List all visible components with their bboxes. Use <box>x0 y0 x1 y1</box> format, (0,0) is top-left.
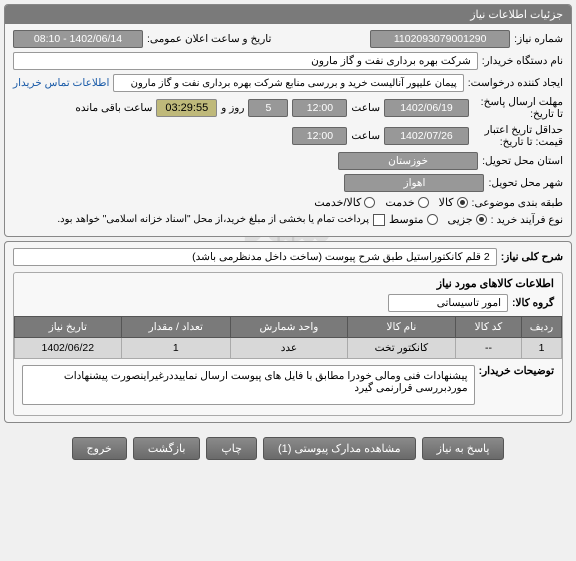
respond-button[interactable]: پاسخ به نیاز <box>422 437 505 460</box>
announce-label: تاریخ و ساعت اعلان عمومی: <box>147 33 271 45</box>
radio-kala[interactable]: کالا <box>439 196 468 209</box>
saat-label-2: ساعت <box>351 130 380 142</box>
radio-dot-icon <box>427 214 438 225</box>
validity-time: 12:00 <box>292 127 347 145</box>
payment-note: پرداخت تمام یا بخشی از مبلغ خرید،از محل … <box>57 214 369 225</box>
buyer-label: نام دستگاه خریدار: <box>482 55 563 67</box>
radio-khedmat[interactable]: خدمت <box>385 196 428 209</box>
table-header-row: ردیف کد کالا نام کالا واحد شمارش تعداد /… <box>15 317 562 338</box>
radio-kala-khedmat[interactable]: کالا/خدمت <box>314 196 375 209</box>
category-radio-group: کالا خدمت کالا/خدمت <box>314 196 467 209</box>
cell-code: -- <box>455 338 521 359</box>
need-number-label: شماره نیاز: <box>514 33 563 45</box>
back-button[interactable]: بازگشت <box>133 437 201 460</box>
deadline-date: 1402/06/19 <box>384 99 469 117</box>
col-code: کد کالا <box>455 317 521 338</box>
desc-value: 2 قلم کانکتوراستیل طبق شرح پیوست (ساخت د… <box>13 248 497 266</box>
col-name: نام کالا <box>347 317 455 338</box>
process-label: نوع فرآیند خرید : <box>491 214 563 226</box>
cell-date: 1402/06/22 <box>15 338 122 359</box>
validity-date: 1402/07/26 <box>384 127 469 145</box>
city-value: اهواز <box>344 174 484 192</box>
city-label: شهر محل تحویل: <box>488 177 563 189</box>
cell-qty: 1 <box>121 338 230 359</box>
cell-name: کانکتور تخت <box>347 338 455 359</box>
table-row[interactable]: 1 -- کانکتور تخت عدد 1 1402/06/22 <box>15 338 562 359</box>
col-row: ردیف <box>522 317 562 338</box>
items-table: ردیف کد کالا نام کالا واحد شمارش تعداد /… <box>14 316 562 359</box>
print-button[interactable]: چاپ <box>206 437 257 460</box>
radio-motevaset[interactable]: متوسط <box>389 213 438 226</box>
items-title: اطلاعات کالاهای مورد نیاز <box>14 273 562 294</box>
timer-value: 03:29:55 <box>156 99 217 117</box>
payment-checkbox[interactable] <box>373 214 385 226</box>
items-sub-panel: اطلاعات کالاهای مورد نیاز گروه کالا: امو… <box>13 272 563 416</box>
col-date: تاریخ نیاز <box>15 317 122 338</box>
col-qty: تعداد / مقدار <box>121 317 230 338</box>
deadline-label: مهلت ارسال پاسخ: تا تاریخ: <box>473 96 563 120</box>
radio-dot-icon <box>364 197 375 208</box>
contact-link[interactable]: اطلاعات تماس خریدار <box>13 77 109 89</box>
attachments-button[interactable]: مشاهده مدارک پیوستی (1) <box>263 437 416 460</box>
panel-header: جزئیات اطلاعات نیاز <box>5 5 571 24</box>
need-items-panel: شرح کلی نیاز: 2 قلم کانکتوراستیل طبق شرح… <box>4 241 572 423</box>
category-label: طبقه بندی موضوعی: <box>472 197 563 209</box>
buyer-notes-value: پیشنهادات فنی ومالی خودرا مطابق با فایل … <box>22 365 475 405</box>
need-number-value: 1102093079001290 <box>370 30 510 48</box>
deadline-time: 12:00 <box>292 99 347 117</box>
desc-label: شرح کلی نیاز: <box>501 251 563 263</box>
radio-dot-icon <box>476 214 487 225</box>
need-details-panel: جزئیات اطلاعات نیاز شماره نیاز: 11020930… <box>4 4 572 237</box>
saat-label-1: ساعت <box>351 102 380 114</box>
exit-button[interactable]: خروج <box>72 437 127 460</box>
validity-label: حداقل تاریخ اعتبار قیمت: تا تاریخ: <box>473 124 563 148</box>
day-label: روز و <box>221 102 244 114</box>
buyer-value: شرکت بهره برداری نفت و گاز مارون <box>13 52 478 70</box>
col-unit: واحد شمارش <box>231 317 348 338</box>
cell-row: 1 <box>522 338 562 359</box>
button-row: پاسخ به نیاز مشاهده مدارک پیوستی (1) چاپ… <box>0 431 576 466</box>
buyer-notes-label: توضیحات خریدار: <box>479 365 554 377</box>
remaining-label: ساعت باقی مانده <box>75 102 152 114</box>
province-label: استان محل تحویل: <box>482 155 563 167</box>
radio-dot-icon <box>457 197 468 208</box>
cell-unit: عدد <box>231 338 348 359</box>
creator-value: پیمان علیپور آنالیست خرید و بررسی منابع … <box>113 74 463 92</box>
province-value: خوزستان <box>338 152 478 170</box>
radio-jozi[interactable]: جزیی <box>448 213 487 226</box>
process-radio-group: جزیی متوسط <box>389 213 487 226</box>
day-value: 5 <box>248 99 288 117</box>
creator-label: ایجاد کننده درخواست: <box>468 77 563 89</box>
group-label: گروه کالا: <box>512 297 554 309</box>
announce-value: 1402/06/14 - 08:10 <box>13 30 143 48</box>
radio-dot-icon <box>418 197 429 208</box>
group-value: امور تاسیساتی <box>388 294 508 312</box>
